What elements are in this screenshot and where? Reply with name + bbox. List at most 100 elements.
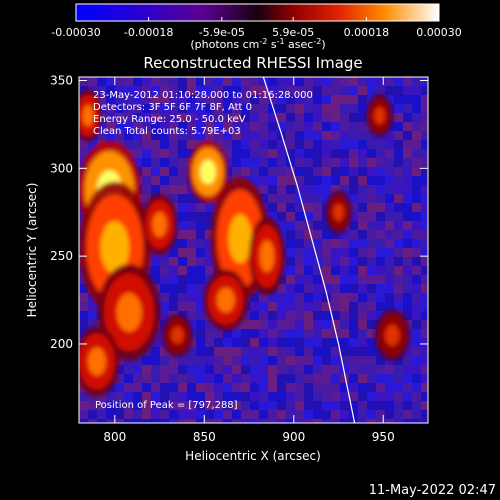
heatmap-pixel bbox=[124, 131, 133, 140]
heatmap-pixel bbox=[178, 410, 187, 419]
heatmap-pixel bbox=[358, 311, 367, 320]
heatmap-pixel bbox=[250, 158, 259, 167]
heatmap-pixel bbox=[97, 104, 106, 113]
heatmap-pixel bbox=[205, 239, 214, 248]
heatmap-pixel bbox=[250, 167, 259, 176]
heatmap-pixel bbox=[259, 392, 268, 401]
heatmap-pixel bbox=[286, 347, 295, 356]
x-tick-label: 850 bbox=[193, 430, 216, 444]
heatmap-pixel bbox=[322, 185, 331, 194]
heatmap-pixel bbox=[223, 122, 232, 131]
heatmap-pixel bbox=[403, 122, 412, 131]
heatmap-pixel bbox=[313, 356, 322, 365]
heatmap-pixel bbox=[403, 140, 412, 149]
heatmap-pixel bbox=[421, 419, 428, 423]
heatmap-pixel bbox=[133, 158, 142, 167]
heatmap-pixel bbox=[115, 104, 124, 113]
heatmap-pixel bbox=[250, 86, 259, 95]
heatmap-pixel bbox=[295, 194, 304, 203]
heatmap-pixel bbox=[151, 149, 160, 158]
heatmap-pixel bbox=[205, 401, 214, 410]
heatmap-pixel bbox=[178, 158, 187, 167]
heatmap-pixel bbox=[241, 311, 250, 320]
heatmap-pixel bbox=[259, 311, 268, 320]
heatmap-pixel bbox=[340, 383, 349, 392]
heatmap-pixel bbox=[169, 410, 178, 419]
heatmap-pixel bbox=[169, 248, 178, 257]
heatmap-pixel bbox=[304, 230, 313, 239]
heatmap-pixel bbox=[412, 266, 421, 275]
heatmap-pixel bbox=[403, 311, 412, 320]
heatmap-pixel bbox=[286, 185, 295, 194]
heatmap-pixel bbox=[358, 104, 367, 113]
heatmap-pixel bbox=[358, 140, 367, 149]
heatmap-pixel bbox=[115, 77, 124, 86]
heatmap-pixel bbox=[169, 275, 178, 284]
heatmap-pixel bbox=[403, 365, 412, 374]
heatmap-pixel bbox=[376, 167, 385, 176]
heatmap-pixel bbox=[196, 374, 205, 383]
heatmap-pixel bbox=[160, 158, 169, 167]
heatmap-pixel bbox=[250, 149, 259, 158]
heatmap-pixel bbox=[385, 221, 394, 230]
heatmap-pixel bbox=[367, 194, 376, 203]
heatmap-pixel bbox=[295, 77, 304, 86]
heatmap-pixel bbox=[322, 104, 331, 113]
heatmap-pixel bbox=[412, 311, 421, 320]
heatmap-pixel bbox=[367, 248, 376, 257]
heatmap-pixel bbox=[187, 77, 196, 86]
source-core bbox=[199, 159, 216, 185]
heatmap-pixel bbox=[169, 365, 178, 374]
heatmap-pixel bbox=[151, 158, 160, 167]
heatmap-pixel bbox=[250, 176, 259, 185]
heatmap-pixel bbox=[232, 104, 241, 113]
heatmap-pixel bbox=[232, 338, 241, 347]
heatmap-pixel bbox=[313, 248, 322, 257]
heatmap-pixel bbox=[376, 221, 385, 230]
heatmap-pixel bbox=[97, 86, 106, 95]
heatmap-pixel bbox=[268, 392, 277, 401]
heatmap-pixel bbox=[259, 401, 268, 410]
heatmap-pixel bbox=[259, 347, 268, 356]
heatmap-pixel bbox=[349, 365, 358, 374]
heatmap-pixel bbox=[286, 374, 295, 383]
heatmap-pixel bbox=[331, 95, 340, 104]
heatmap-pixel bbox=[331, 275, 340, 284]
heatmap-pixel bbox=[142, 122, 151, 131]
heatmap-pixel bbox=[223, 401, 232, 410]
heatmap-pixel bbox=[358, 95, 367, 104]
heatmap-pixel bbox=[187, 149, 196, 158]
heatmap-pixel bbox=[259, 419, 268, 423]
heatmap-pixel bbox=[268, 410, 277, 419]
heatmap-pixel bbox=[340, 338, 349, 347]
heatmap-pixel bbox=[115, 401, 124, 410]
heatmap-pixel bbox=[421, 338, 428, 347]
heatmap-pixel bbox=[322, 347, 331, 356]
heatmap-pixel bbox=[295, 113, 304, 122]
heatmap-pixel bbox=[313, 392, 322, 401]
heatmap-pixel bbox=[142, 410, 151, 419]
heatmap-pixel bbox=[304, 410, 313, 419]
heatmap-pixel bbox=[403, 392, 412, 401]
heatmap-pixel bbox=[358, 230, 367, 239]
heatmap-pixel bbox=[151, 374, 160, 383]
heatmap-pixel bbox=[178, 230, 187, 239]
heatmap-pixel bbox=[160, 401, 169, 410]
heatmap-pixel bbox=[232, 149, 241, 158]
heatmap-pixel bbox=[277, 203, 286, 212]
heatmap-pixel bbox=[223, 410, 232, 419]
heatmap-pixel bbox=[133, 374, 142, 383]
heatmap-pixel bbox=[268, 203, 277, 212]
heatmap-pixel bbox=[115, 365, 124, 374]
heatmap-pixel bbox=[268, 176, 277, 185]
heatmap-pixel bbox=[313, 140, 322, 149]
heatmap-pixel bbox=[196, 203, 205, 212]
heatmap-pixel bbox=[196, 419, 205, 423]
heatmap-pixel bbox=[196, 401, 205, 410]
heatmap-pixel bbox=[358, 221, 367, 230]
heatmap-pixel bbox=[304, 131, 313, 140]
heatmap-pixel bbox=[178, 419, 187, 423]
heatmap-pixel bbox=[385, 374, 394, 383]
heatmap-pixel bbox=[349, 77, 358, 86]
heatmap-pixel bbox=[322, 221, 331, 230]
